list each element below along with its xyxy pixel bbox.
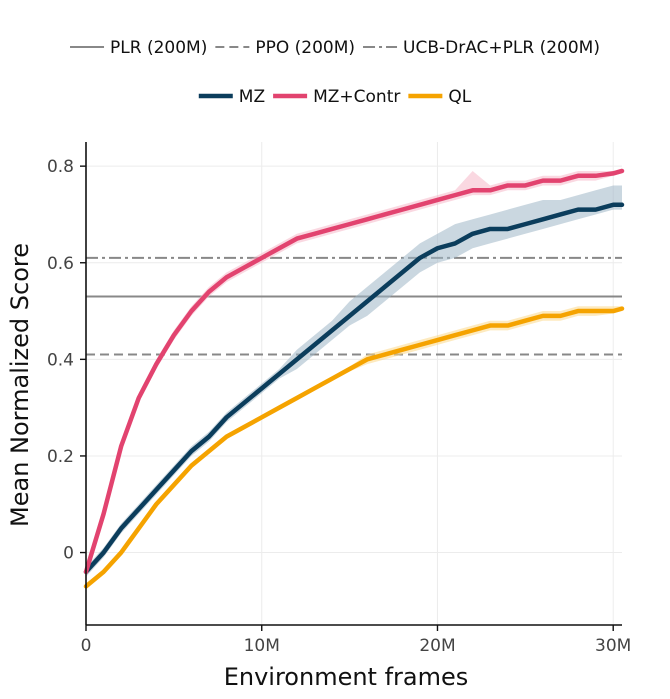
y-tick-label: 0.6 xyxy=(47,254,74,274)
series-line-2 xyxy=(83,306,625,589)
x-axis-label: Environment frames xyxy=(224,663,469,691)
legend-item: QL xyxy=(408,87,472,107)
series-line-1 xyxy=(83,168,625,575)
y-tick-label: 0 xyxy=(63,544,74,564)
y-tick-label: 0.2 xyxy=(47,447,74,467)
series-band-0 xyxy=(86,185,622,577)
legend-item: PPO (200M) xyxy=(215,38,355,58)
legend-label: UCB-DrAC+PLR (200M) xyxy=(403,38,600,58)
legend-item: UCB-DrAC+PLR (200M) xyxy=(363,38,600,58)
x-tick-label: 10M xyxy=(244,636,280,656)
x-tick-label: 0 xyxy=(81,636,92,656)
legend-label: MZ xyxy=(239,87,265,107)
legend-label: MZ+Contr xyxy=(313,87,400,107)
x-tick-label: 30M xyxy=(595,636,631,656)
legend-baselines: PLR (200M) PPO (200M) UCB-DrAC+PLR (200M) xyxy=(70,38,600,58)
y-axis-label: Mean Normalized Score xyxy=(6,243,34,527)
legend-label: PLR (200M) xyxy=(110,38,207,58)
x-tick-label: 20M xyxy=(419,636,455,656)
legend-item: MZ+Contr xyxy=(273,87,400,107)
series-band-1 xyxy=(86,168,622,577)
y-tick-label: 0.8 xyxy=(47,157,74,177)
legend-series: MZ MZ+Contr QL xyxy=(198,87,472,107)
legend-item: MZ xyxy=(198,87,265,107)
legend-label: QL xyxy=(448,87,471,107)
series-line-0 xyxy=(83,202,625,575)
legend-label: PPO (200M) xyxy=(255,38,355,58)
legend-item: PLR (200M) xyxy=(70,38,207,58)
y-tick-label: 0.4 xyxy=(47,350,74,370)
plot-area: 0 0.2 0.4 0.6 0.8 0 10M 20M 30M xyxy=(47,142,631,656)
